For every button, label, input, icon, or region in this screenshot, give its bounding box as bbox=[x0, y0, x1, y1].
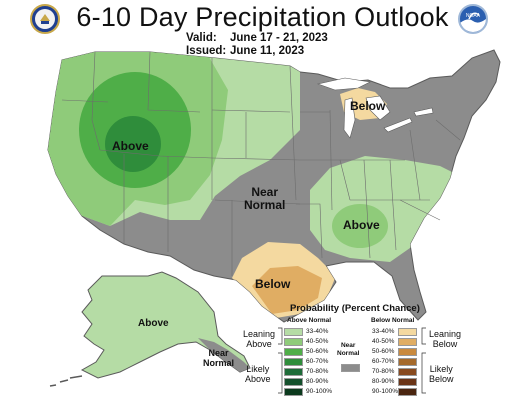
legend-below-label: 50-60% bbox=[372, 348, 395, 355]
legend-above-swatch bbox=[284, 388, 303, 396]
label-near-normal: Near Normal bbox=[244, 185, 286, 212]
legend-likely-below: Likely Below bbox=[429, 364, 454, 384]
legend-below-label: 80-90% bbox=[372, 378, 395, 385]
lake-ontario bbox=[413, 107, 434, 117]
legend-above-label: 40-50% bbox=[306, 338, 329, 345]
lake-michigan bbox=[343, 97, 356, 139]
valid-label: Valid: bbox=[186, 32, 217, 44]
label-below-texas: Below bbox=[255, 277, 291, 291]
legend-below-swatch bbox=[398, 378, 417, 386]
legend-above-swatch bbox=[284, 358, 303, 366]
legend-above-swatch bbox=[284, 338, 303, 346]
legend-below-label: 90-100% bbox=[372, 388, 399, 395]
legend-above-label: 80-90% bbox=[306, 378, 329, 385]
legend-above-label: 90-100% bbox=[306, 388, 333, 395]
date-block: Valid: June 17 - 21, 2023 Issued: June 11,… bbox=[186, 32, 328, 58]
legend-below-label: 70-80% bbox=[372, 368, 395, 375]
legend-above-label: 70-80% bbox=[306, 368, 329, 375]
legend-below-swatch bbox=[398, 358, 417, 366]
legend-leaning-below: Leaning Below bbox=[429, 329, 462, 349]
page-title: 6-10 Day Precipitation Outlook bbox=[76, 2, 449, 32]
legend-below-swatch bbox=[398, 338, 417, 346]
legend-above-label: 50-60% bbox=[306, 348, 329, 355]
issued-value: June 11, 2023 bbox=[230, 45, 305, 57]
legend-above-label: 33-40% bbox=[306, 328, 329, 335]
label-below-great-lakes: Below bbox=[350, 99, 386, 113]
noaa-logo-icon: NOAA bbox=[458, 4, 488, 34]
legend-near-swatch bbox=[341, 364, 360, 372]
legend-below-header: Below Normal bbox=[371, 317, 415, 324]
legend-near-header: Near Normal bbox=[337, 342, 360, 357]
legend-above-label: 60-70% bbox=[306, 358, 329, 365]
legend-above-header: Above Normal bbox=[287, 317, 332, 324]
texas-below-40-50 bbox=[252, 266, 322, 314]
legend-above-swatch bbox=[284, 368, 303, 376]
legend-below-swatch bbox=[398, 348, 417, 356]
label-above-southeast: Above bbox=[343, 218, 380, 232]
legend-above-swatch bbox=[284, 328, 303, 336]
state-borders bbox=[61, 51, 461, 276]
legend-above-swatch bbox=[284, 378, 303, 386]
label-above-west: Above bbox=[112, 139, 149, 153]
legend-below-swatch bbox=[398, 328, 417, 336]
legend-below-swatch bbox=[398, 368, 417, 376]
southeast-above-40-50 bbox=[332, 204, 388, 248]
valid-value: June 17 - 21, 2023 bbox=[230, 32, 328, 44]
legend-above-swatch bbox=[284, 348, 303, 356]
svg-text:NOAA: NOAA bbox=[466, 13, 481, 19]
legend-title: Probability (Percent Chance) bbox=[290, 303, 420, 314]
issued-label: Issued: bbox=[186, 45, 227, 57]
lake-superior bbox=[316, 77, 371, 91]
label-near-normal-alaska: Near Normal bbox=[203, 348, 235, 368]
southeast-above-33-40 bbox=[310, 156, 460, 262]
label-above-alaska: Above bbox=[138, 318, 169, 329]
doc-seal-icon bbox=[30, 4, 60, 34]
lake-huron bbox=[365, 95, 391, 121]
west-above-60-70 bbox=[105, 116, 161, 172]
alaska bbox=[49, 271, 251, 387]
legend-leaning-above: Leaning Above bbox=[243, 329, 276, 349]
legend-below-label: 60-70% bbox=[372, 358, 395, 365]
legend-likely-above: Likely Above bbox=[245, 364, 271, 384]
legend-below-label: 33-40% bbox=[372, 328, 395, 335]
legend-below-swatch bbox=[398, 388, 417, 396]
legend-below-label: 40-50% bbox=[372, 338, 395, 345]
lake-erie bbox=[383, 117, 413, 133]
